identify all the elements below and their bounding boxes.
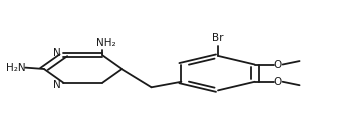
Text: N: N <box>53 48 61 58</box>
Text: NH₂: NH₂ <box>96 38 116 48</box>
Text: O: O <box>273 59 282 70</box>
Text: Br: Br <box>212 34 224 43</box>
Text: O: O <box>273 77 282 87</box>
Text: N: N <box>53 80 61 90</box>
Text: H₂N: H₂N <box>6 63 25 73</box>
